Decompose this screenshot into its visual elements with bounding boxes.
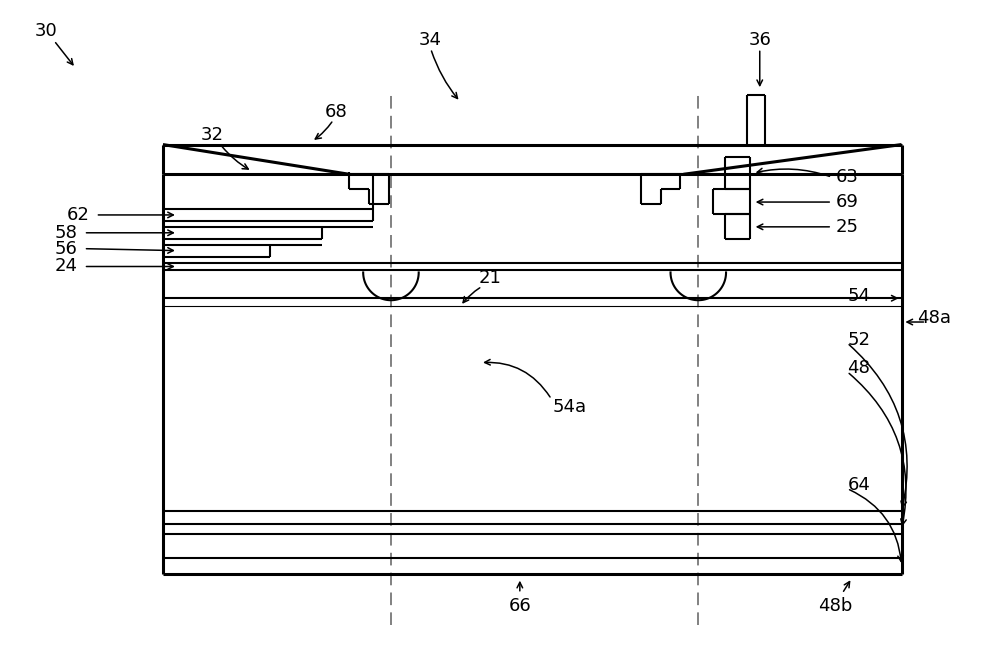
Text: 25: 25 [835,218,858,236]
Text: 66: 66 [508,597,531,614]
Text: 69: 69 [836,193,858,211]
Text: 36: 36 [748,32,771,49]
Text: 48: 48 [847,358,870,376]
Text: 21: 21 [479,270,502,288]
Text: 58: 58 [54,224,77,242]
Text: 30: 30 [35,21,57,40]
Text: 32: 32 [201,126,224,144]
Text: 62: 62 [67,206,90,224]
Text: 48a: 48a [917,309,951,327]
Text: 64: 64 [847,476,870,494]
Text: 24: 24 [54,257,77,275]
Text: 52: 52 [847,331,870,349]
Text: 68: 68 [325,103,348,121]
Text: 34: 34 [419,32,442,49]
Text: 63: 63 [836,168,858,186]
Text: 56: 56 [54,240,77,258]
Text: 54a: 54a [552,399,586,416]
Text: 54: 54 [847,287,870,305]
Text: 48b: 48b [818,597,852,614]
